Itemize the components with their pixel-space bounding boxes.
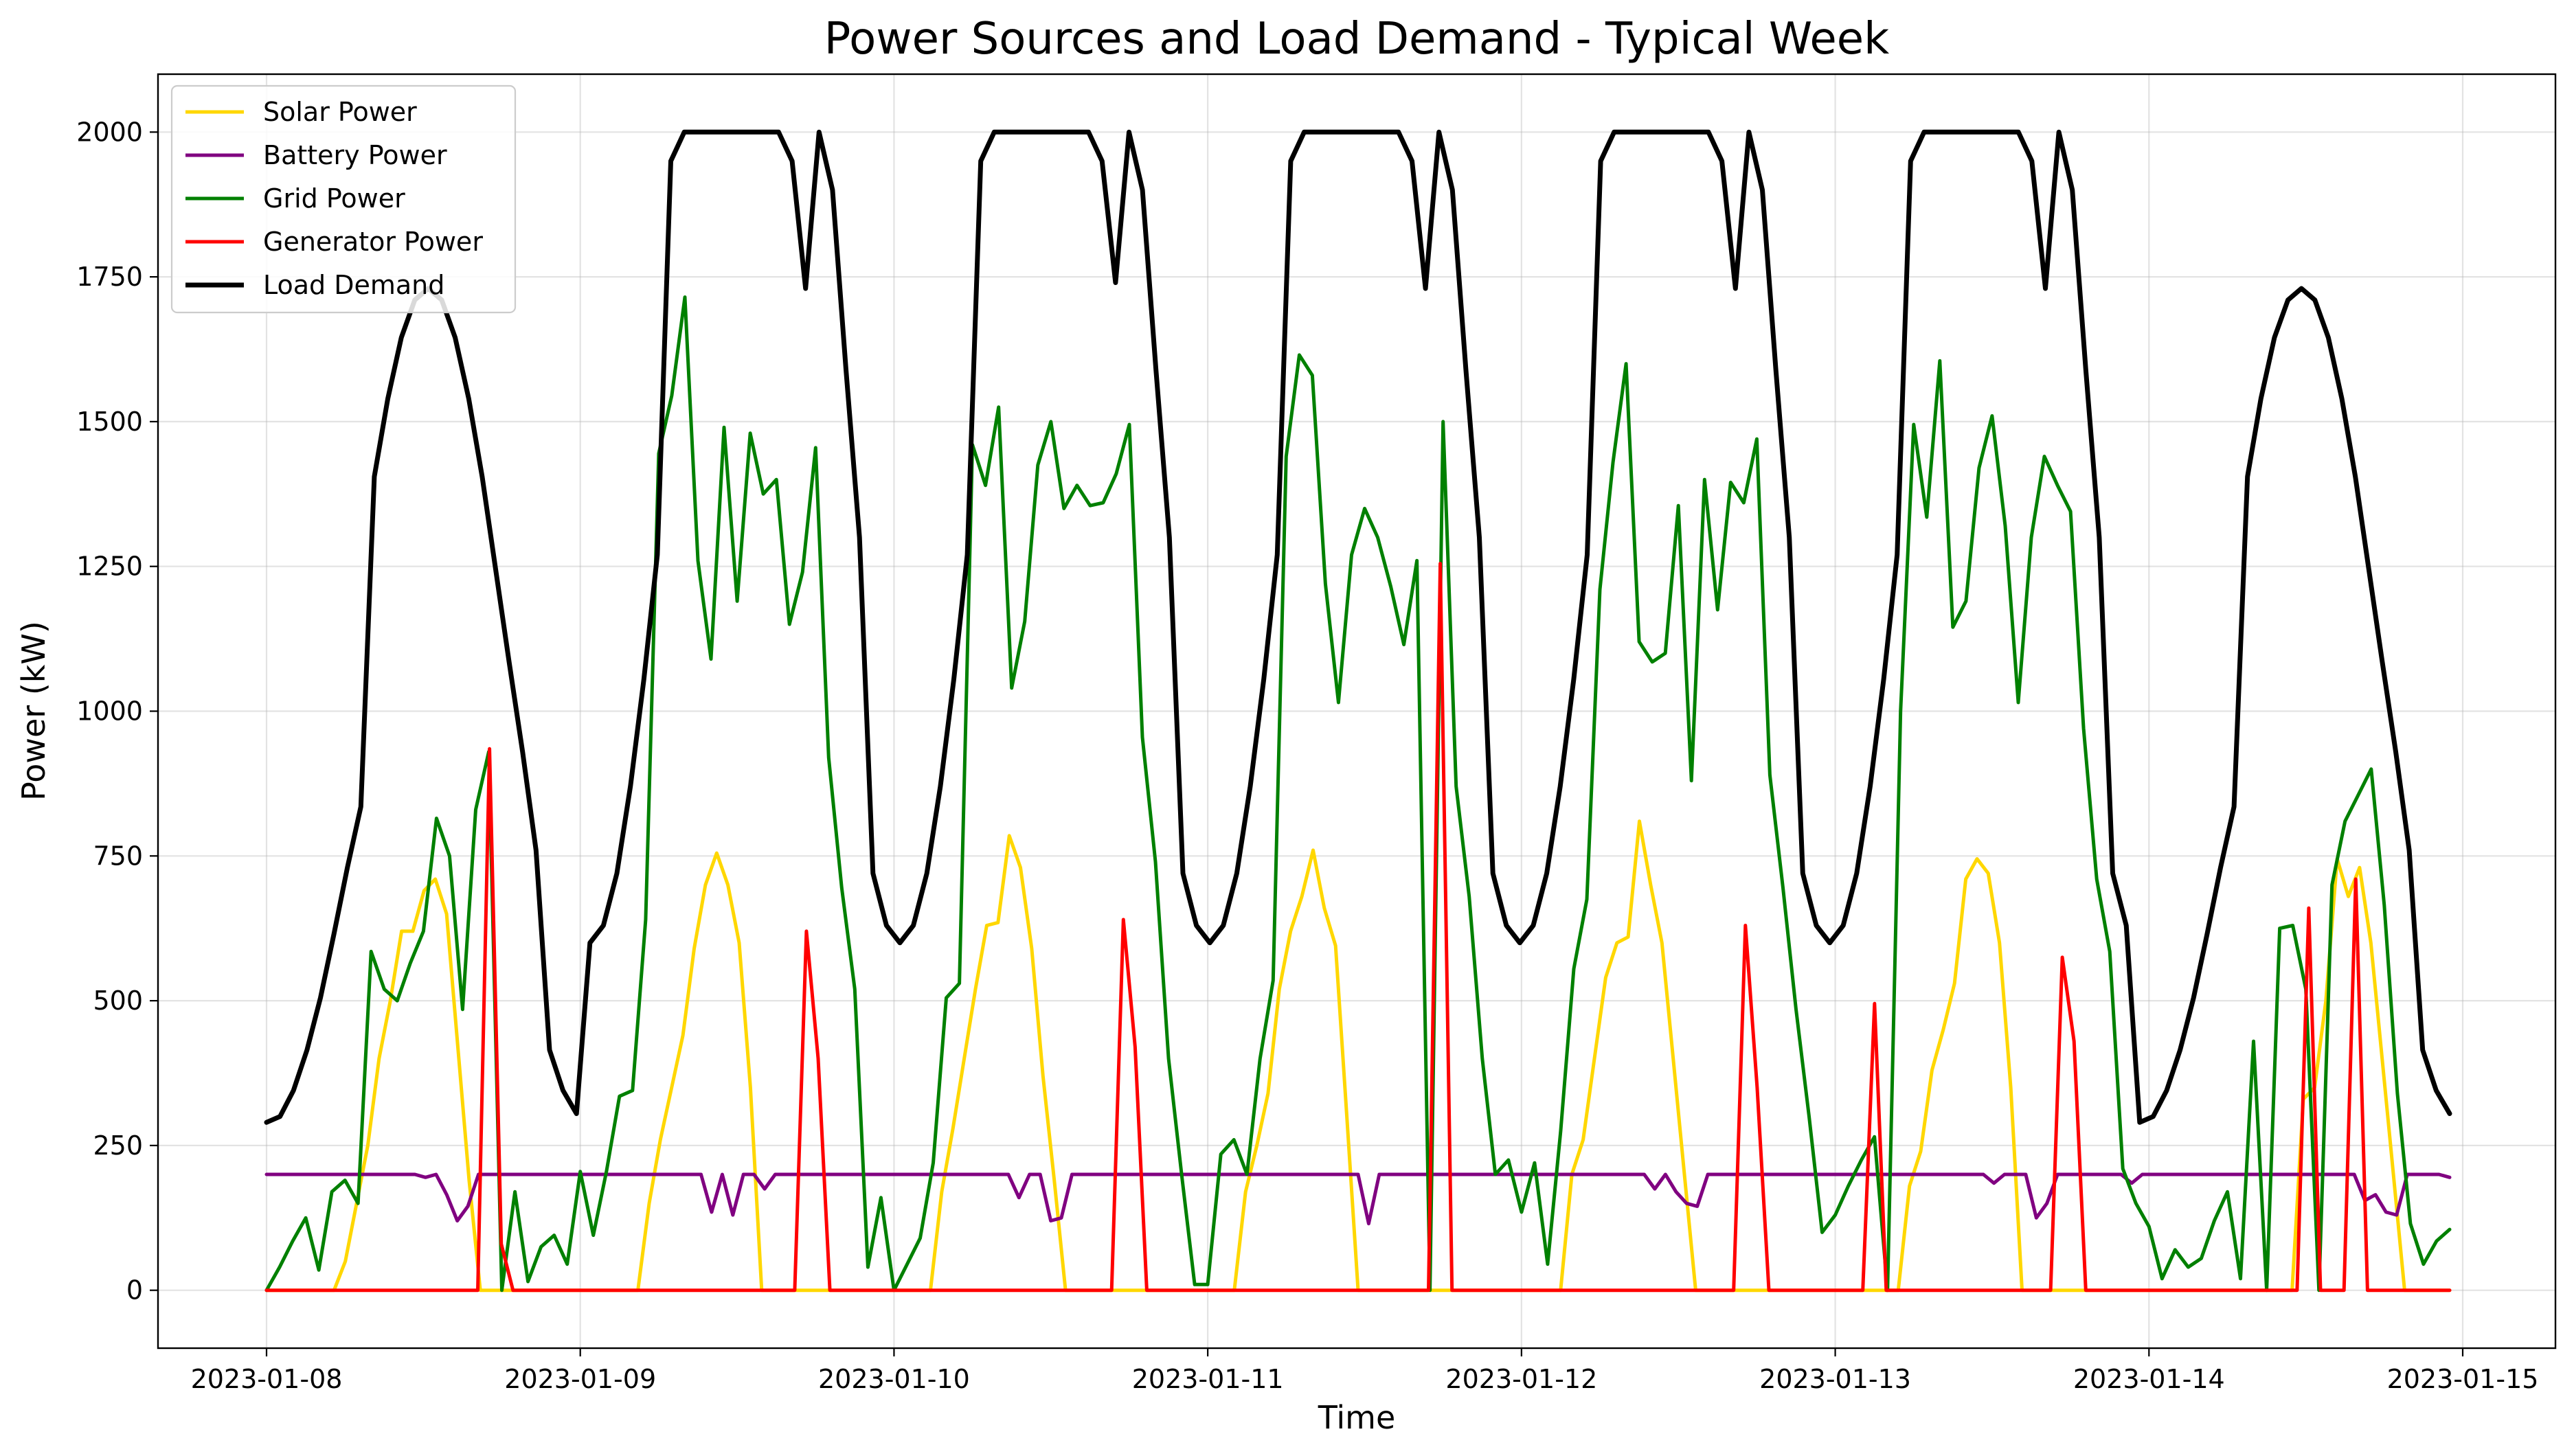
legend: Solar Power Battery Power Grid Power Genera… [170, 84, 517, 314]
x-tick-label: 2023-01-15 [2387, 1364, 2539, 1394]
y-tick-label: 1000 [76, 696, 143, 727]
x-tick-label: 2023-01-09 [504, 1364, 656, 1394]
series-line-grid-power [264, 295, 2452, 1293]
grid [158, 74, 2555, 1348]
y-tick-label: 2000 [76, 117, 143, 147]
y-tick-label: 0 [126, 1275, 143, 1306]
x-tick-label: 2023-01-10 [818, 1364, 970, 1394]
legend-box [170, 84, 517, 314]
legend-label-load-demand: Load Demand [263, 270, 444, 300]
y-tick-label: 500 [93, 986, 143, 1016]
series-layer [264, 129, 2452, 1293]
x-tick-label: 2023-01-13 [1759, 1364, 1911, 1394]
x-tick-label: 2023-01-08 [191, 1364, 343, 1394]
chart-title: Power Sources and Load Demand - Typical … [824, 14, 1889, 65]
y-tick-label: 1750 [76, 262, 143, 292]
x-tick-label: 2023-01-12 [1445, 1364, 1597, 1394]
y-tick-label: 1250 [76, 551, 143, 582]
legend-label-grid-power: Grid Power [263, 183, 405, 214]
legend-label-battery-power: Battery Power [263, 140, 447, 170]
series-line-battery-power [264, 1172, 2452, 1226]
y-tick-label: 750 [93, 841, 143, 871]
x-axis-ticks: 2023-01-08 2023-01-09 2023-01-10 2023-01-11… [191, 1348, 2539, 1394]
x-axis-label: Time [1318, 1399, 1396, 1436]
y-axis-ticks: 0 250 500 750 1000 1250 1500 1750 2000 [76, 117, 158, 1306]
y-tick-label: 1500 [76, 407, 143, 437]
y-axis-label: Power (kW) [15, 621, 52, 801]
legend-label-solar-power: Solar Power [263, 97, 417, 127]
series-line-load-demand [264, 129, 2452, 1125]
y-tick-label: 250 [93, 1130, 143, 1161]
x-tick-label: 2023-01-14 [2073, 1364, 2225, 1394]
series-line-generator-power [264, 562, 2452, 1293]
legend-label-generator-power: Generator Power [263, 227, 483, 257]
x-tick-label: 2023-01-11 [1132, 1364, 1284, 1394]
